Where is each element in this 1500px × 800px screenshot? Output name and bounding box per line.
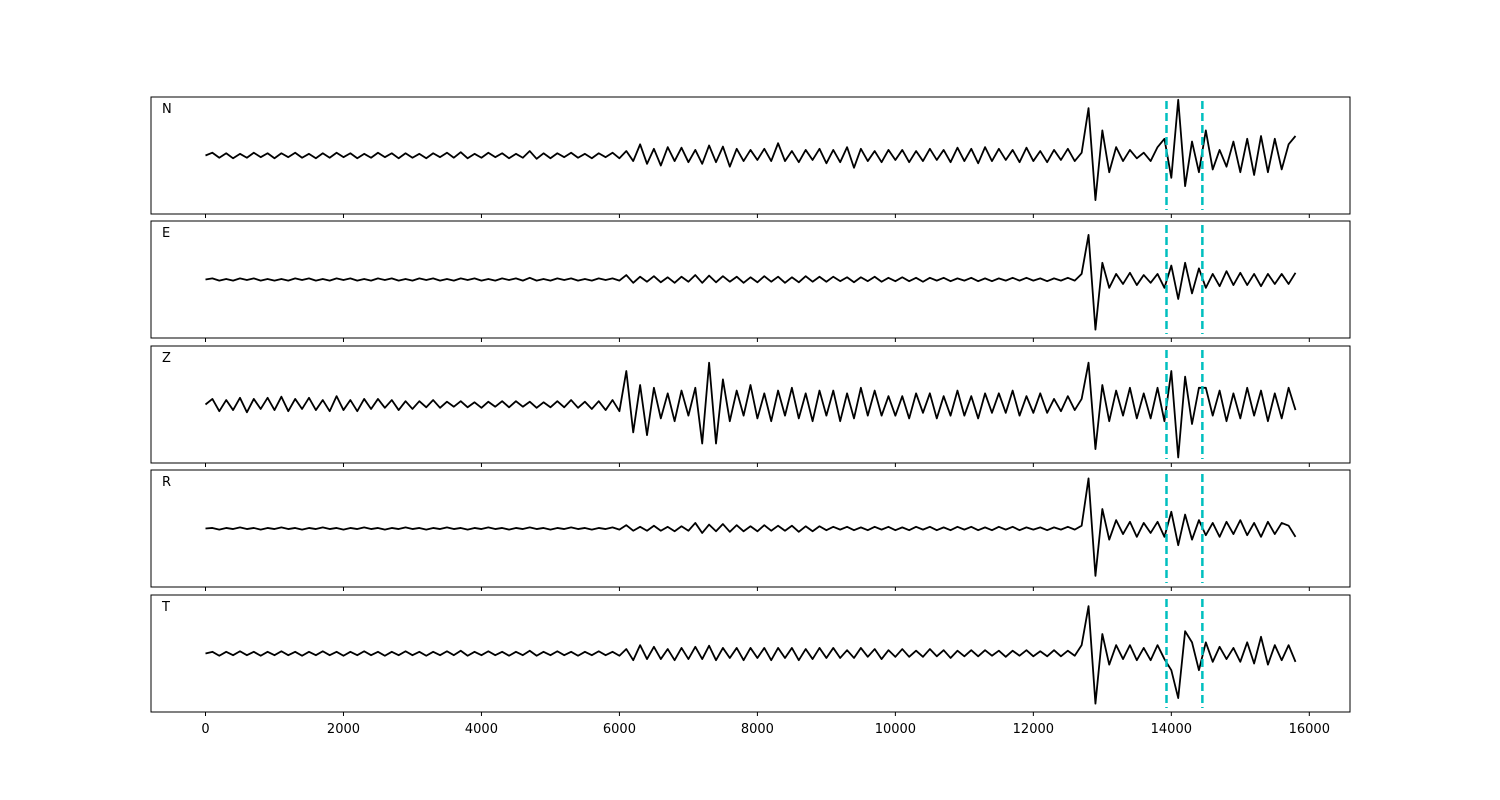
panel-label: Z: [162, 351, 171, 366]
x-tick-label: 10000: [875, 722, 916, 737]
x-tick-label: 6000: [603, 722, 636, 737]
panel-frame: [150, 345, 1351, 464]
panel-frame: [150, 469, 1351, 588]
trace: [205, 98, 1297, 201]
trace: [205, 234, 1297, 331]
panel-label: E: [162, 226, 170, 241]
x-tick-label: 0: [201, 722, 209, 737]
panel-label: N: [162, 102, 172, 117]
trace: [205, 477, 1297, 577]
panel-frame: [150, 96, 1351, 215]
x-tick-label: 14000: [1151, 722, 1192, 737]
panel-frame: [150, 594, 1351, 713]
x-tick-label: 2000: [327, 722, 360, 737]
trace: [204, 361, 1297, 459]
x-tick-label: 8000: [741, 722, 774, 737]
x-tick-label: 4000: [465, 722, 498, 737]
x-tick-label: 16000: [1289, 722, 1330, 737]
panel-frame: [150, 220, 1351, 339]
trace: [205, 605, 1297, 705]
x-tick-label: 12000: [1013, 722, 1054, 737]
panel-label: R: [162, 475, 171, 490]
panel-label: T: [161, 600, 170, 615]
